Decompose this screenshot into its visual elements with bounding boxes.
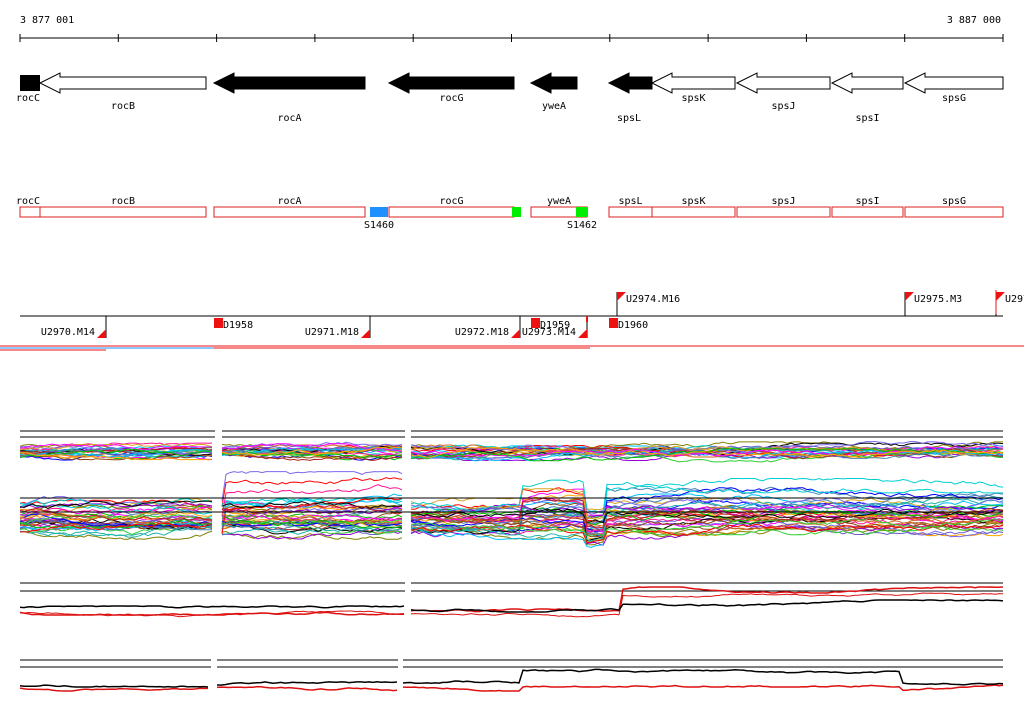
gene-label: spsI: [855, 113, 879, 124]
region-label: spsI: [855, 196, 879, 207]
gene-label: rocG: [439, 93, 463, 104]
gene-label: yweA: [542, 101, 566, 112]
region-box-spsJ[interactable]: [736, 206, 831, 218]
feature-label: U2974.M16: [626, 294, 680, 305]
region-label: spsL: [618, 196, 642, 207]
gene-arrow-yweA[interactable]: [529, 72, 578, 94]
region-track: rocC rocB rocA rocG yweA spsL spsK spsJ spsI spsG…: [16, 196, 1004, 231]
feature-box[interactable]: [214, 318, 223, 328]
gene-arrow-rocA[interactable]: [212, 72, 366, 94]
signal-trace-red: [19, 684, 1004, 692]
region-label: rocB: [111, 196, 135, 207]
coordinate-ruler: 3 877 001 3 887 000: [19, 15, 1004, 42]
gene-arrow-spsI[interactable]: [830, 72, 904, 94]
region-marker[interactable]: [576, 207, 588, 217]
feature-label: U2975.M3: [914, 294, 962, 305]
feature-flag[interactable]: [361, 329, 370, 338]
gene-arrow-spsL[interactable]: [607, 72, 653, 94]
region-label: spsJ: [771, 196, 795, 207]
region-marker-label: S1460: [364, 220, 394, 231]
feature-label: U2973.M14: [522, 327, 576, 338]
signal-trace: [19, 496, 1004, 542]
gene-arrow-rocB[interactable]: [38, 72, 207, 94]
signal-trace-red: [19, 592, 1004, 618]
gene-label: rocB: [111, 101, 135, 112]
feature-label: U2970.M14: [41, 327, 95, 338]
region-box-spsK[interactable]: [651, 206, 736, 218]
feature-label: U2971.M18: [305, 327, 359, 338]
feature-track: U2974.M16 U2975.M3 U297 U2970.M14 D1958 U2971…: [0, 290, 1024, 351]
region-marker[interactable]: [512, 207, 521, 217]
region-box-spsL[interactable]: [608, 206, 653, 218]
feature-label: D1958: [223, 320, 253, 331]
gene-track: rocC rocB rocA rocG yweA spsL spsK spsJ spsI spsG: [16, 72, 1004, 124]
feature-box[interactable]: [531, 318, 540, 328]
gene-arrow-spsG[interactable]: [903, 72, 1004, 94]
region-label: rocA: [277, 196, 301, 207]
feature-label: D1960: [618, 320, 648, 331]
ruler-ticks: [19, 34, 1004, 42]
signal-trace: [19, 514, 1004, 537]
region-box-rocB[interactable]: [39, 206, 207, 218]
region-label: spsG: [942, 196, 966, 207]
end-coordinate-label: 3 887 000: [947, 15, 1001, 26]
gene-rocC-block[interactable]: [20, 75, 40, 91]
feature-box[interactable]: [609, 318, 618, 328]
gene-arrow-spsJ[interactable]: [735, 72, 831, 94]
feature-flag[interactable]: [617, 292, 626, 301]
region-box-spsI[interactable]: [831, 206, 904, 218]
gene-label: spsL: [617, 113, 641, 124]
region-box-rocC[interactable]: [19, 206, 41, 218]
region-label: spsK: [681, 196, 705, 207]
gene-label: spsJ: [771, 101, 795, 112]
feature-flag[interactable]: [905, 292, 914, 301]
start-coordinate-label: 3 877 001: [20, 15, 74, 26]
gene-label: rocC: [16, 93, 40, 104]
gene-arrow-rocG[interactable]: [387, 72, 515, 94]
region-marker-label: S1462: [567, 220, 597, 231]
signal-tracks: [19, 430, 1004, 692]
gene-label: spsG: [942, 93, 966, 104]
signal-trace-black: [19, 668, 1004, 688]
region-label: rocG: [439, 196, 463, 207]
feature-label: D1959: [540, 320, 570, 331]
signal-trace: [19, 447, 1004, 461]
signal-trace-black: [19, 599, 1004, 613]
gene-label: spsK: [681, 93, 705, 104]
feature-label: U2972.M18: [455, 327, 509, 338]
region-label: yweA: [547, 196, 571, 207]
gene-arrow-spsK[interactable]: [650, 72, 736, 94]
feature-flag[interactable]: [97, 329, 106, 338]
feature-flag[interactable]: [511, 329, 520, 338]
feature-label: U297: [1005, 294, 1024, 305]
feature-flag[interactable]: [996, 292, 1005, 301]
gene-label: rocA: [277, 113, 301, 124]
region-box-spsG[interactable]: [904, 206, 1004, 218]
region-label: rocC: [16, 196, 40, 207]
signal-trace: [19, 479, 1003, 515]
region-marker[interactable]: [370, 207, 388, 217]
region-box-rocA[interactable]: [213, 206, 366, 218]
region-box-rocG[interactable]: [388, 206, 515, 218]
feature-flag[interactable]: [578, 329, 587, 338]
